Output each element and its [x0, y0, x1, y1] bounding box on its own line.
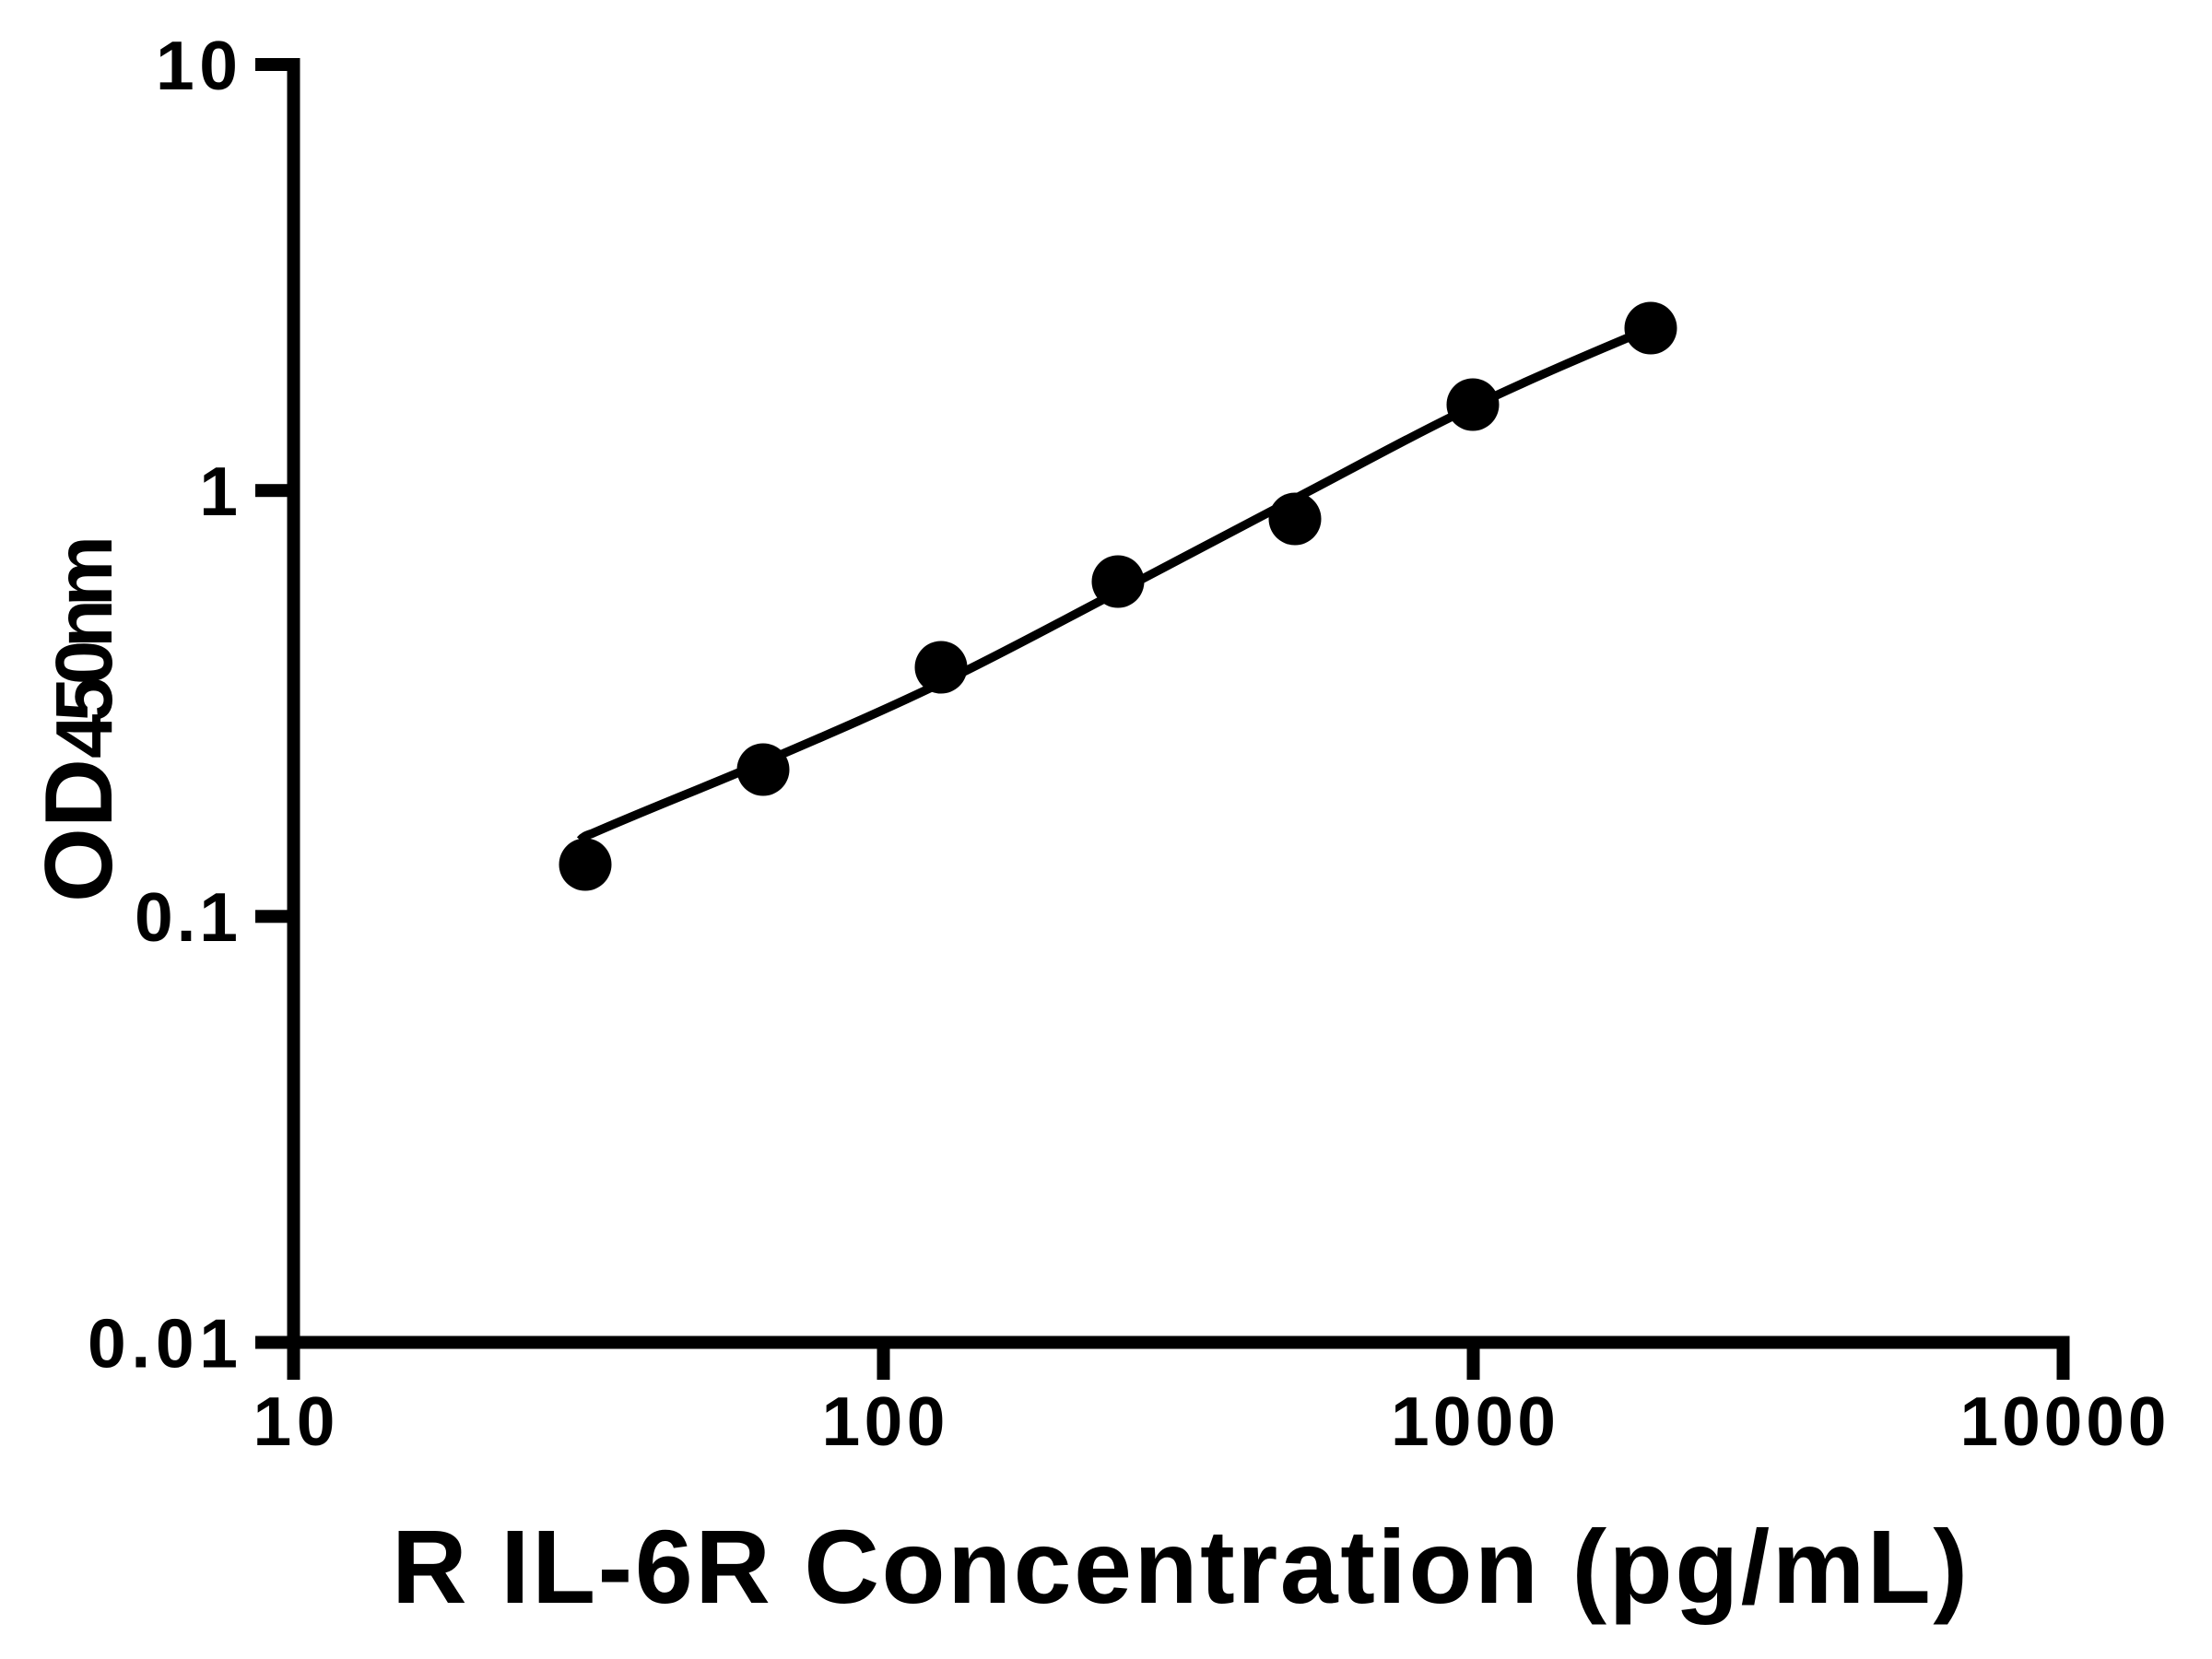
svg-text:0.01: 0.01	[88, 1304, 238, 1382]
svg-text:R IL-6R Concentration (pg/mL): R IL-6R Concentration (pg/mL)	[392, 1509, 1968, 1625]
svg-text:0.1: 0.1	[135, 878, 238, 956]
svg-text:10000: 10000	[1960, 1382, 2167, 1460]
svg-text:100: 100	[822, 1382, 946, 1460]
svg-text:OD: OD	[26, 759, 133, 902]
svg-text:1: 1	[199, 453, 238, 530]
svg-text:450nm: 450nm	[40, 535, 129, 759]
